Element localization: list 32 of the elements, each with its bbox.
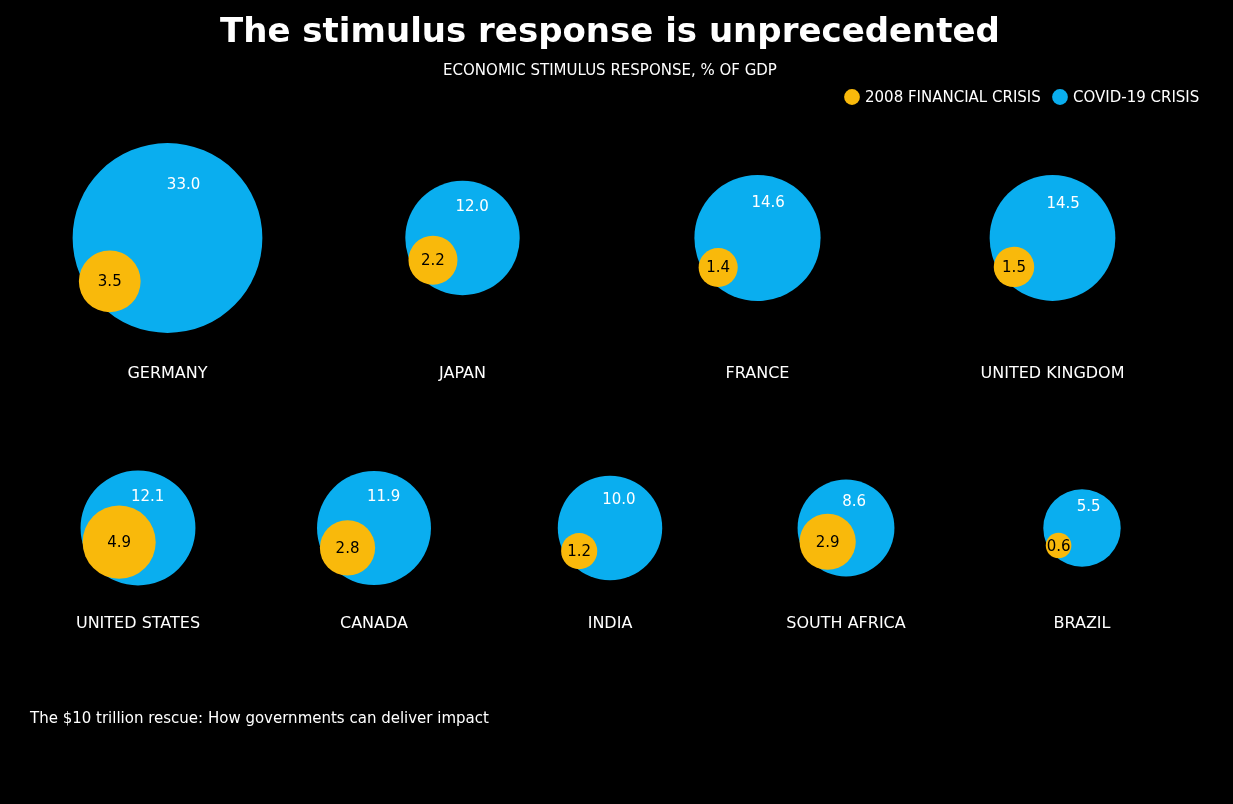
category-label: JAPAN	[438, 363, 486, 382]
category-label: UNITED KINGDOM	[980, 363, 1125, 382]
legend-label: 2008 FINANCIAL CRISIS	[865, 88, 1041, 106]
data-label: 2.2	[421, 251, 445, 270]
data-label: 14.5	[1046, 193, 1080, 212]
data-label: 14.6	[751, 193, 785, 212]
category-label: CANADA	[339, 613, 409, 632]
data-label: 1.5	[1002, 257, 1026, 276]
text: The $10 trillion rescue: How governments can deliver impact	[29, 709, 490, 727]
category-label: SOUTH AFRICA	[786, 613, 906, 632]
data-label: 0.6	[1046, 536, 1071, 555]
text: ECONOMIC STIMULUS RESPONSE, % OF GDP	[443, 61, 777, 79]
data-label: 11.9	[366, 486, 401, 505]
text: The stimulus response is unprecedented	[220, 10, 1000, 50]
data-label: 5.5	[1076, 497, 1101, 516]
category-label: INDIA	[587, 613, 633, 632]
data-label: 8.6	[842, 491, 867, 510]
category-label: UNITED STATES	[75, 613, 201, 632]
legend-label: COVID-19 CRISIS	[1073, 88, 1200, 106]
data-label: 1.2	[567, 542, 592, 561]
data-label: 10.0	[602, 489, 636, 508]
data-label: 2.8	[335, 538, 360, 557]
category-label: GERMANY	[127, 363, 208, 382]
data-label: 4.9	[107, 533, 132, 552]
data-label: 33.0	[166, 175, 201, 194]
data-label: 3.5	[97, 272, 122, 291]
data-label: 12.0	[455, 196, 489, 215]
category-label: FRANCE	[725, 363, 790, 382]
data-label: 1.4	[706, 258, 731, 277]
data-label: 2.9	[815, 532, 840, 551]
data-label: 12.1	[131, 486, 165, 505]
category-label: BRAZIL	[1053, 613, 1111, 632]
